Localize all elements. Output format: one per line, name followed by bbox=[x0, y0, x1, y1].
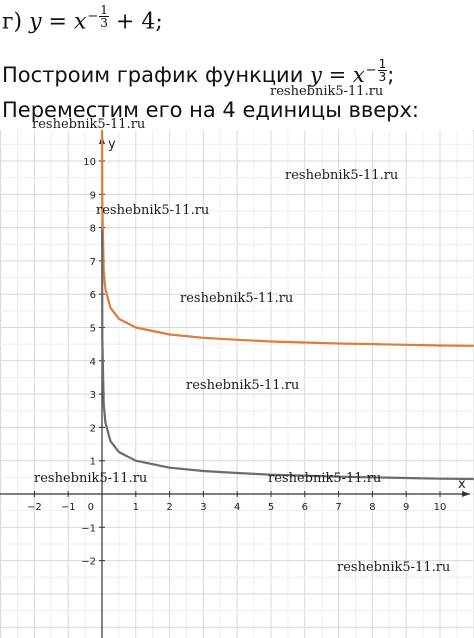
x-tick-label: 6 bbox=[302, 502, 308, 513]
watermark: reshebnik5-11.ru bbox=[285, 168, 399, 183]
step1-exp-den: 3 bbox=[378, 70, 387, 84]
step2-text: Переместим его на 4 единицы вверх: bbox=[2, 98, 419, 122]
y-tick-label: 8 bbox=[90, 224, 96, 235]
x-tick-label: 8 bbox=[369, 502, 375, 513]
step-line-2: Переместим его на 4 единицы вверх: bbox=[2, 98, 419, 122]
x-tick-label: −1 bbox=[61, 502, 76, 513]
x-tick-label: 4 bbox=[234, 502, 240, 513]
step1-formula: y = x bbox=[310, 63, 365, 87]
watermark: reshebnik5-11.ru bbox=[268, 471, 382, 486]
y-tick-label: 1 bbox=[90, 457, 96, 468]
y-tick-label: −2 bbox=[81, 557, 96, 568]
watermark: reshebnik5-11.ru bbox=[186, 378, 300, 393]
y-tick-label: 5 bbox=[90, 324, 96, 335]
step1-exponent: −1 3 bbox=[366, 58, 388, 83]
y-axis-label: y bbox=[108, 137, 116, 152]
x-tick-label: 5 bbox=[268, 502, 274, 513]
y-tick-label: 3 bbox=[90, 390, 96, 401]
x-axis-arrow-icon bbox=[462, 491, 470, 497]
y-tick-label: 2 bbox=[90, 423, 96, 434]
step1-suffix: ; bbox=[387, 63, 395, 87]
x-tick-label: 1 bbox=[133, 502, 139, 513]
task-line: г) y = x− 1 3 + 4; bbox=[2, 4, 163, 34]
task-exp-den: 3 bbox=[100, 16, 108, 30]
x-tick-label: 3 bbox=[200, 502, 206, 513]
y-tick-label: 9 bbox=[90, 190, 96, 201]
x-tick-label: 2 bbox=[166, 502, 172, 513]
x-tick-label: 10 bbox=[434, 502, 447, 513]
watermark: reshebnik5-11.ru bbox=[337, 560, 451, 575]
step1-exp-num: 1 bbox=[377, 57, 388, 71]
task-prefix: г) bbox=[2, 9, 30, 35]
y-tick-label: 7 bbox=[90, 257, 96, 268]
x-tick-label: 9 bbox=[403, 502, 409, 513]
task-suffix: + 4; bbox=[108, 9, 163, 35]
step1-exp-sign: − bbox=[365, 63, 377, 78]
step1-text: Построим график функции bbox=[2, 63, 311, 87]
watermark: reshebnik5-11.ru bbox=[34, 471, 148, 486]
y-tick-label: 10 bbox=[83, 157, 96, 168]
task-exp-num: 1 bbox=[99, 3, 109, 17]
function-graph: x y −2 −1 1 2 3 4 5 6 7 8 9 10 −2 −1 1 2 3 4 5 6 7 8 9 10 0 bbox=[0, 130, 474, 638]
series-line-base bbox=[100, 229, 474, 481]
x-tick-label: −2 bbox=[27, 502, 42, 513]
watermark: reshebnik5-11.ru bbox=[96, 203, 210, 218]
series-line-shifted bbox=[100, 130, 474, 347]
y-tick-label: 4 bbox=[90, 357, 96, 368]
origin-label: 0 bbox=[88, 502, 94, 513]
watermark: reshebnik5-11.ru bbox=[180, 291, 294, 306]
y-tick-label: 6 bbox=[90, 290, 96, 301]
watermark: reshebnik5-11.ru bbox=[32, 117, 146, 132]
task-exponent: −1 3 bbox=[87, 4, 109, 29]
step-line-1: Построим график функции y = x− 1 3; bbox=[2, 58, 394, 87]
x-axis-label: x bbox=[458, 477, 466, 492]
y-tick-label: −1 bbox=[81, 523, 96, 534]
x-tick-label: 7 bbox=[335, 502, 341, 513]
task-exp-sign: − bbox=[87, 9, 99, 24]
task-formula: y = x bbox=[29, 9, 87, 35]
watermark: reshebnik5-11.ru bbox=[270, 84, 384, 99]
